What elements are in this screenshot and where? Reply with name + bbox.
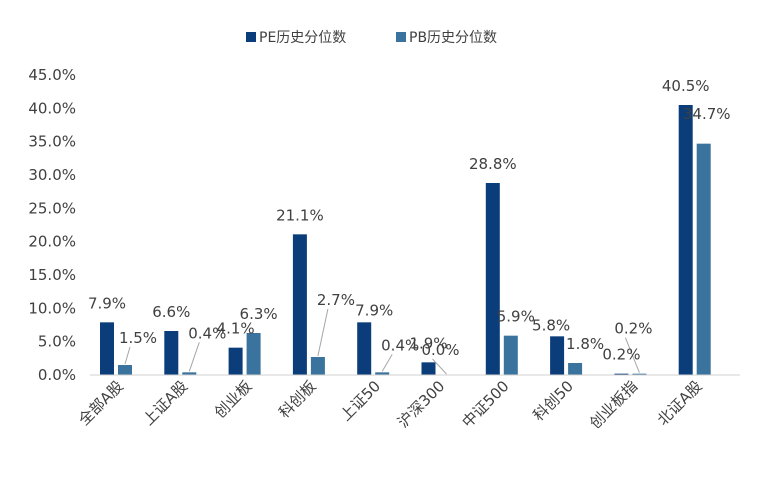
y-axis: 0.0% 5.0% 10.0% 15.0% 20.0% 25.0% 30.0% 35.0% 40… bbox=[28, 66, 76, 384]
y-tick-label: 40.0% bbox=[28, 99, 76, 117]
data-label-pe: 1.9% bbox=[409, 334, 447, 352]
x-axis: 全部A股 上证A股 创业板 科创板 上证50 沪深300 中证500 科创50 创业板指 北证A股 bbox=[75, 374, 740, 432]
y-tick-label: 30.0% bbox=[28, 166, 76, 184]
data-label-pe: 7.9% bbox=[355, 301, 393, 319]
bar-pe bbox=[678, 105, 693, 375]
bar-pb bbox=[503, 335, 518, 375]
data-label-pb: 2.7% bbox=[317, 291, 355, 309]
x-tick-label: 北证A股 bbox=[654, 377, 706, 429]
bars bbox=[100, 105, 711, 375]
data-label-pb: 0.4% bbox=[188, 324, 226, 342]
bar-pb bbox=[118, 365, 132, 375]
data-label-pb: 0.0% bbox=[421, 341, 459, 359]
bar-pe bbox=[164, 331, 179, 375]
x-tick-label: 沪深300 bbox=[394, 377, 448, 431]
data-label-pb: 1.5% bbox=[119, 329, 157, 347]
data-labels: 7.9%1.5%6.6%0.4%4.1%6.3%21.1%2.7%7.9%0.4… bbox=[88, 77, 731, 364]
x-tick-label: 中证500 bbox=[458, 377, 512, 431]
bar-pe bbox=[357, 322, 372, 375]
x-tick-label: 创业板 bbox=[211, 377, 256, 422]
bar-pe bbox=[292, 234, 307, 375]
bar-pe bbox=[550, 336, 565, 375]
y-tick-label: 0.0% bbox=[38, 366, 76, 384]
x-tick-label: 上证A股 bbox=[139, 377, 191, 429]
leader-line bbox=[432, 358, 447, 375]
bar-pe bbox=[228, 347, 243, 375]
data-label-pe: 28.8% bbox=[469, 155, 517, 173]
x-tick-label: 全部A股 bbox=[75, 377, 127, 429]
data-label-pb: 0.4% bbox=[381, 336, 419, 354]
leader-line bbox=[624, 337, 640, 373]
leader-line bbox=[188, 342, 200, 372]
bar-pb bbox=[182, 372, 197, 375]
x-tick-label: 科创50 bbox=[529, 377, 576, 424]
leader-line bbox=[124, 346, 131, 365]
bar-pb bbox=[375, 372, 390, 375]
data-label-pb: 34.7% bbox=[683, 105, 731, 123]
bar-pb bbox=[310, 357, 325, 375]
legend-swatch-pb bbox=[396, 32, 406, 42]
bar-pb bbox=[246, 333, 261, 375]
bar-pb bbox=[696, 143, 711, 375]
bar-pb bbox=[632, 373, 647, 375]
x-tick-label: 科创板 bbox=[275, 377, 320, 422]
y-tick-label: 10.0% bbox=[28, 299, 76, 317]
y-tick-label: 25.0% bbox=[28, 199, 76, 217]
data-label-pb: 6.3% bbox=[240, 305, 278, 323]
x-tick-label: 创业板指 bbox=[586, 377, 641, 432]
bar-pe bbox=[485, 183, 500, 375]
leader-lines bbox=[124, 308, 640, 375]
y-tick-label: 35.0% bbox=[28, 133, 76, 151]
data-label-pe: 0.2% bbox=[602, 346, 640, 364]
bar-pe bbox=[421, 362, 436, 375]
legend-label-pb: PB历史分位数 bbox=[409, 30, 497, 46]
legend-label-pe: PE历史分位数 bbox=[259, 30, 346, 46]
data-label-pe: 40.5% bbox=[662, 77, 710, 95]
y-tick-label: 20.0% bbox=[28, 233, 76, 251]
leader-line bbox=[317, 308, 329, 357]
y-tick-label: 5.0% bbox=[38, 333, 76, 351]
x-tick-label: 上证50 bbox=[337, 377, 384, 424]
y-tick-label: 45.0% bbox=[28, 66, 76, 84]
data-label-pe: 6.6% bbox=[152, 303, 190, 321]
leader-line bbox=[381, 354, 393, 372]
bar-pe bbox=[614, 373, 629, 375]
legend-swatch-pe bbox=[246, 32, 256, 42]
data-label-pb: 1.8% bbox=[566, 335, 604, 353]
bar-pe bbox=[100, 322, 114, 375]
legend: PE历史分位数 PB历史分位数 bbox=[246, 30, 497, 46]
data-label-pe: 4.1% bbox=[217, 320, 255, 338]
data-label-pb: 5.9% bbox=[497, 308, 535, 326]
bar-pb bbox=[568, 363, 583, 375]
data-label-pb: 0.2% bbox=[614, 320, 652, 338]
data-label-pe: 21.1% bbox=[276, 206, 324, 224]
data-label-pe: 7.9% bbox=[88, 294, 126, 312]
y-tick-label: 15.0% bbox=[28, 266, 76, 284]
data-label-pe: 5.8% bbox=[532, 316, 570, 334]
